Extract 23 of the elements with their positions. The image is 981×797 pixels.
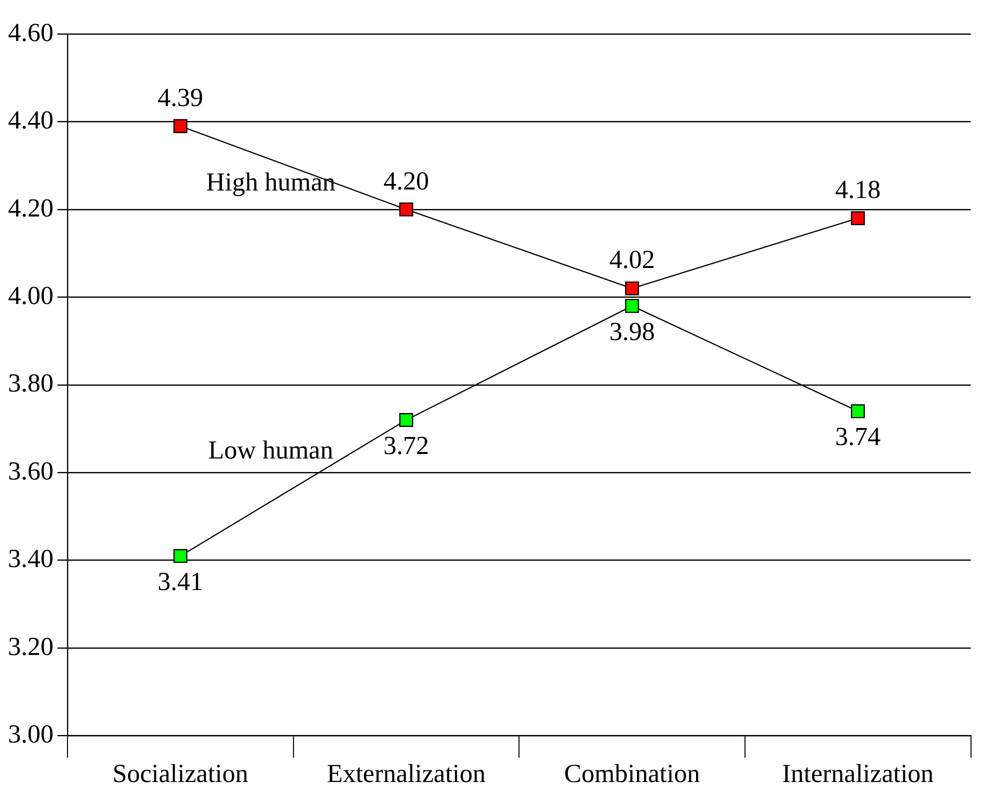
y-tick-label: 4.20	[8, 193, 54, 222]
data-label: 3.98	[609, 316, 655, 346]
x-tick-label: Socialization	[112, 759, 248, 788]
x-tick-label: Externalization	[326, 759, 486, 788]
data-label: 4.18	[835, 175, 881, 204]
data-label: 4.20	[383, 166, 429, 196]
data-label: 4.39	[158, 82, 204, 112]
data-label: 3.74	[835, 422, 881, 452]
data-label: 3.41	[158, 566, 204, 596]
series-label: Low human	[208, 435, 334, 464]
series-label: High human	[206, 167, 336, 196]
y-tick-label: 3.00	[8, 720, 54, 749]
x-tick-label: Combination	[564, 759, 700, 788]
y-tick-label: 4.00	[8, 281, 54, 310]
x-tick-label: Internalization	[782, 759, 934, 788]
y-tick-label: 3.40	[8, 544, 54, 574]
data-label: 4.02	[609, 245, 655, 274]
data-label: 3.72	[383, 430, 429, 460]
y-tick-label: 3.60	[8, 456, 54, 486]
y-tick-label: 3.80	[8, 368, 54, 398]
y-tick-label: 3.20	[8, 632, 54, 661]
y-tick-label: 4.40	[8, 106, 54, 135]
y-tick-label: 4.60	[8, 18, 54, 47]
